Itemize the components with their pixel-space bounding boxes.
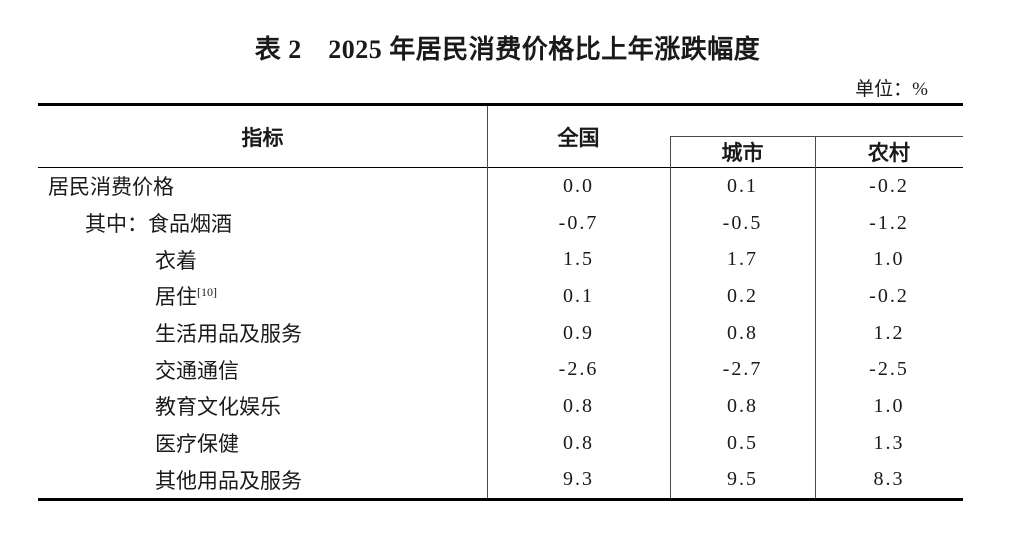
divider-national-urban xyxy=(670,136,671,499)
table-row: 其中：食品烟酒 -0.7 -0.5 -1.2 xyxy=(38,205,963,242)
row-label: 衣着 xyxy=(155,248,197,273)
table-title: 表 2 2025 年居民消费价格比上年涨跌幅度 xyxy=(254,35,761,64)
table-row: 生活用品及服务 0.9 0.8 1.2 xyxy=(38,315,963,352)
divider-indicator-national xyxy=(487,106,488,499)
table-row: 居住[10] 0.1 0.2 -0.2 xyxy=(38,278,963,315)
row-value: 1.5 xyxy=(563,248,594,271)
row-value: 0.0 xyxy=(563,174,594,197)
row-label: 其中：食品烟酒 xyxy=(85,212,232,237)
table-row: 其他用品及服务 9.3 9.5 8.3 xyxy=(38,462,963,499)
row-label-sup: [10] xyxy=(197,285,217,300)
row-value: 0.5 xyxy=(727,431,758,454)
row-label-cell: 医疗保健 xyxy=(38,428,487,458)
row-label-cell: 居民消费价格 xyxy=(38,171,487,201)
row-value: -1.2 xyxy=(869,211,909,234)
row-value: 1.7 xyxy=(727,248,758,271)
row-value: -2.7 xyxy=(722,358,763,381)
divider-urban-rural xyxy=(815,136,816,499)
row-label-cell: 衣着 xyxy=(38,245,487,275)
row-value: 9.5 xyxy=(727,468,758,491)
row-label-cell: 其他用品及服务 xyxy=(38,465,487,495)
row-label: 其他用品及服务 xyxy=(155,468,302,493)
row-value: 1.3 xyxy=(873,431,905,454)
row-label-cell: 生活用品及服务 xyxy=(38,318,487,348)
table-body: 居民消费价格 0.0 0.1 -0.2 其中：食品烟酒 -0.7 -0.5 -1… xyxy=(38,168,963,498)
table-row: 居民消费价格 0.0 0.1 -0.2 xyxy=(38,168,963,205)
row-value: -2.5 xyxy=(869,358,909,381)
row-value: 8.3 xyxy=(873,468,905,491)
table-row: 医疗保健 0.8 0.5 1.3 xyxy=(38,425,963,462)
row-label-cell: 其中：食品烟酒 xyxy=(38,208,487,238)
row-value: 1.2 xyxy=(873,321,905,344)
row-value: 0.2 xyxy=(727,284,758,307)
table-row: 教育文化娱乐 0.8 0.8 1.0 xyxy=(38,388,963,425)
row-label-cell: 教育文化娱乐 xyxy=(38,391,487,421)
row-value: 0.9 xyxy=(563,321,594,344)
row-value: 0.1 xyxy=(563,284,594,307)
row-label: 交通通信 xyxy=(155,358,239,383)
row-value: 0.8 xyxy=(563,431,594,454)
subheader-top-border xyxy=(670,136,963,137)
row-value: 0.1 xyxy=(727,174,758,197)
column-header-national: 全国 xyxy=(557,126,600,150)
row-label: 教育文化娱乐 xyxy=(155,395,281,420)
row-label: 居住 xyxy=(155,285,197,310)
row-label-cell: 居住[10] xyxy=(38,281,487,311)
column-header-rural: 农村 xyxy=(868,141,910,165)
cpi-table: 指标 全国 城市 农村 居民消费价格 0.0 0.1 -0.2 其中：食品烟酒 … xyxy=(38,103,963,502)
row-value: -0.2 xyxy=(869,174,909,197)
table-row: 交通通信 -2.6 -2.7 -2.5 xyxy=(38,351,963,388)
column-header-urban: 城市 xyxy=(721,141,764,165)
row-label: 生活用品及服务 xyxy=(155,322,302,347)
row-value: -0.5 xyxy=(722,211,763,234)
row-value: 1.0 xyxy=(873,394,905,417)
row-label-cell: 交通通信 xyxy=(38,355,487,385)
row-label: 医疗保健 xyxy=(155,432,239,457)
unit-label: 单位：% xyxy=(855,79,928,100)
row-value: -0.7 xyxy=(558,211,599,234)
row-value: 1.0 xyxy=(873,248,905,271)
table-row: 衣着 1.5 1.7 1.0 xyxy=(38,241,963,278)
row-label: 居民消费价格 xyxy=(48,175,174,200)
row-value: 0.8 xyxy=(727,321,758,344)
column-header-indicator: 指标 xyxy=(241,126,284,150)
row-value: 9.3 xyxy=(563,468,594,491)
row-value: 0.8 xyxy=(563,394,594,417)
row-value: -2.6 xyxy=(558,358,599,381)
table-header: 指标 全国 城市 农村 xyxy=(38,106,963,168)
row-value: 0.8 xyxy=(727,394,758,417)
row-value: -0.2 xyxy=(869,284,909,307)
